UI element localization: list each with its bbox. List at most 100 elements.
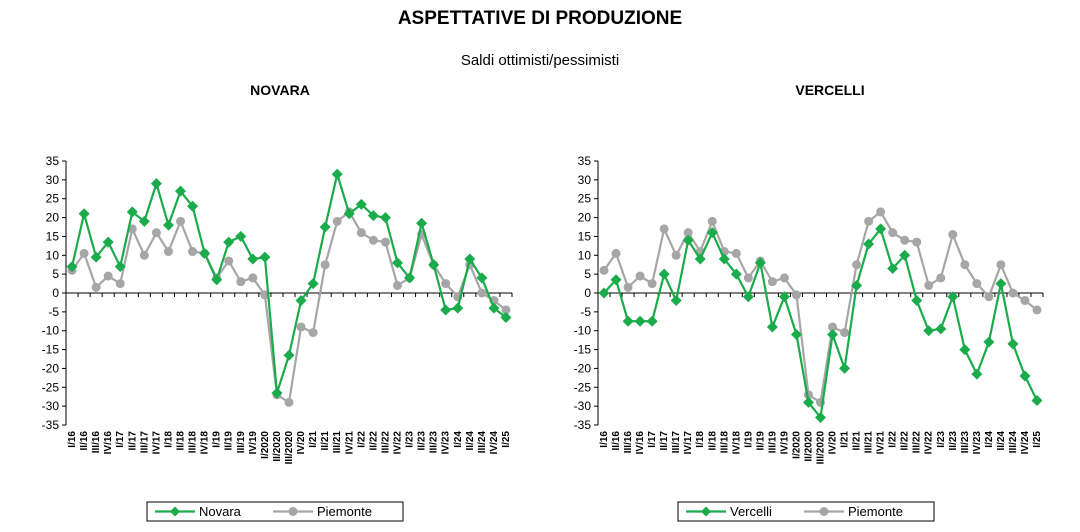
x-tick-label: II/17 [659, 431, 670, 451]
data-point-piemonte [611, 248, 621, 258]
data-point-novara [319, 221, 331, 233]
data-point-piemonte [743, 273, 753, 283]
x-tick-label: II/16 [611, 431, 622, 451]
data-point-vercelli [790, 328, 802, 340]
y-tick-label: -10 [42, 324, 60, 338]
x-tick-label: III/19 [767, 431, 778, 454]
x-tick-label: I/23 [936, 431, 947, 448]
data-point-novara [138, 215, 150, 227]
x-tick-label: III/18 [188, 431, 199, 454]
y-tick-label: 30 [578, 173, 592, 187]
x-tick-label: I/19 [212, 431, 223, 448]
x-tick-label: IV/18 [200, 431, 211, 455]
data-point-novara [440, 304, 452, 316]
data-point-piemonte [683, 228, 693, 238]
data-point-vercelli [610, 274, 622, 286]
data-point-piemonte [1020, 296, 1030, 306]
data-point-novara [295, 295, 307, 307]
y-tick-label: 25 [46, 192, 60, 206]
data-point-piemonte [972, 279, 982, 289]
data-point-piemonte [1032, 305, 1042, 315]
data-point-novara [211, 274, 223, 286]
data-point-vercelli [658, 268, 670, 280]
x-tick-label: II/19 [224, 431, 235, 451]
subtitle: Saldi ottimisti/pessimisti [460, 52, 620, 69]
data-point-piemonte [599, 265, 609, 275]
data-point-piemonte [888, 228, 898, 238]
y-tick-label: -15 [574, 343, 592, 357]
x-tick-label: III/22 [380, 431, 391, 454]
data-point-novara [428, 259, 440, 271]
data-point-vercelli [766, 321, 778, 333]
x-tick-label: III/2020 [816, 431, 827, 465]
x-tick-label: I/21 [308, 431, 319, 448]
data-point-piemonte [151, 228, 161, 238]
legend-label-novara: Novara [199, 504, 242, 519]
data-point-vercelli [983, 336, 995, 348]
y-tick-label: 10 [578, 248, 592, 262]
legend-marker [288, 507, 298, 516]
data-point-novara [307, 278, 319, 290]
data-point-piemonte [368, 235, 378, 245]
data-point-piemonte [840, 328, 850, 338]
x-tick-label: I/18 [163, 431, 174, 448]
data-point-piemonte [320, 260, 330, 270]
x-tick-label: I/25 [1032, 431, 1043, 448]
data-point-vercelli [754, 257, 766, 269]
data-point-piemonte [188, 247, 198, 257]
x-tick-label: II/23 [948, 431, 959, 451]
x-tick-label: IV/16 [103, 431, 114, 455]
main-title: ASPETTATIVE DI PRODUZIONE [397, 8, 683, 29]
x-tick-label: III/23 [429, 431, 440, 454]
x-tick-label: III/19 [236, 431, 247, 454]
x-tick-label: II/16 [79, 431, 90, 451]
data-point-novara [355, 198, 367, 210]
data-point-vercelli [598, 287, 610, 299]
data-point-piemonte [671, 250, 681, 260]
x-tick-label: II/22 [900, 431, 911, 451]
data-point-piemonte [332, 216, 342, 226]
data-point-novara [283, 349, 295, 361]
data-point-piemonte [441, 279, 451, 289]
data-point-piemonte [356, 228, 366, 238]
data-point-piemonte [791, 290, 801, 300]
data-point-piemonte [852, 260, 862, 270]
data-point-novara [416, 217, 428, 229]
x-tick-label: II/17 [127, 431, 138, 451]
data-point-novara [66, 261, 78, 273]
x-tick-label: IV/21 [876, 431, 887, 455]
x-tick-label: I/2020 [791, 431, 802, 459]
data-point-novara [187, 200, 199, 212]
data-point-piemonte [224, 256, 234, 266]
x-tick-label: III/23 [960, 431, 971, 454]
x-tick-label: II/2020 [272, 431, 283, 462]
data-point-piemonte [659, 224, 669, 234]
legend-marker [170, 506, 180, 517]
data-point-piemonte [779, 273, 789, 283]
x-tick-label: IV/17 [151, 431, 162, 455]
series-line-piemonte [71, 210, 507, 405]
x-tick-label: I/16 [67, 431, 78, 448]
data-point-vercelli [995, 278, 1007, 290]
data-point-piemonte [635, 271, 645, 281]
data-point-vercelli [875, 223, 887, 235]
data-point-piemonte [163, 247, 173, 257]
x-tick-label: II/18 [707, 431, 718, 451]
legend-label-piemonte: Piemonte [317, 504, 372, 519]
data-point-vercelli [694, 253, 706, 265]
y-tick-label: -30 [42, 399, 60, 413]
x-tick-label: II/18 [176, 431, 187, 451]
x-tick-label: II/23 [417, 431, 428, 451]
data-point-vercelli [863, 238, 875, 250]
x-tick-label: III/22 [912, 431, 923, 454]
legend-marker [701, 506, 711, 517]
x-tick-label: IV/23 [441, 431, 452, 455]
chart-title-novara: NOVARA [250, 82, 310, 98]
data-point-vercelli [851, 279, 863, 291]
data-point-novara [391, 257, 403, 269]
x-tick-label: II/24 [465, 431, 476, 451]
data-point-novara [379, 212, 391, 224]
x-tick-label: IV/24 [489, 431, 500, 455]
y-tick-label: 30 [46, 173, 60, 187]
data-point-vercelli [802, 396, 814, 408]
